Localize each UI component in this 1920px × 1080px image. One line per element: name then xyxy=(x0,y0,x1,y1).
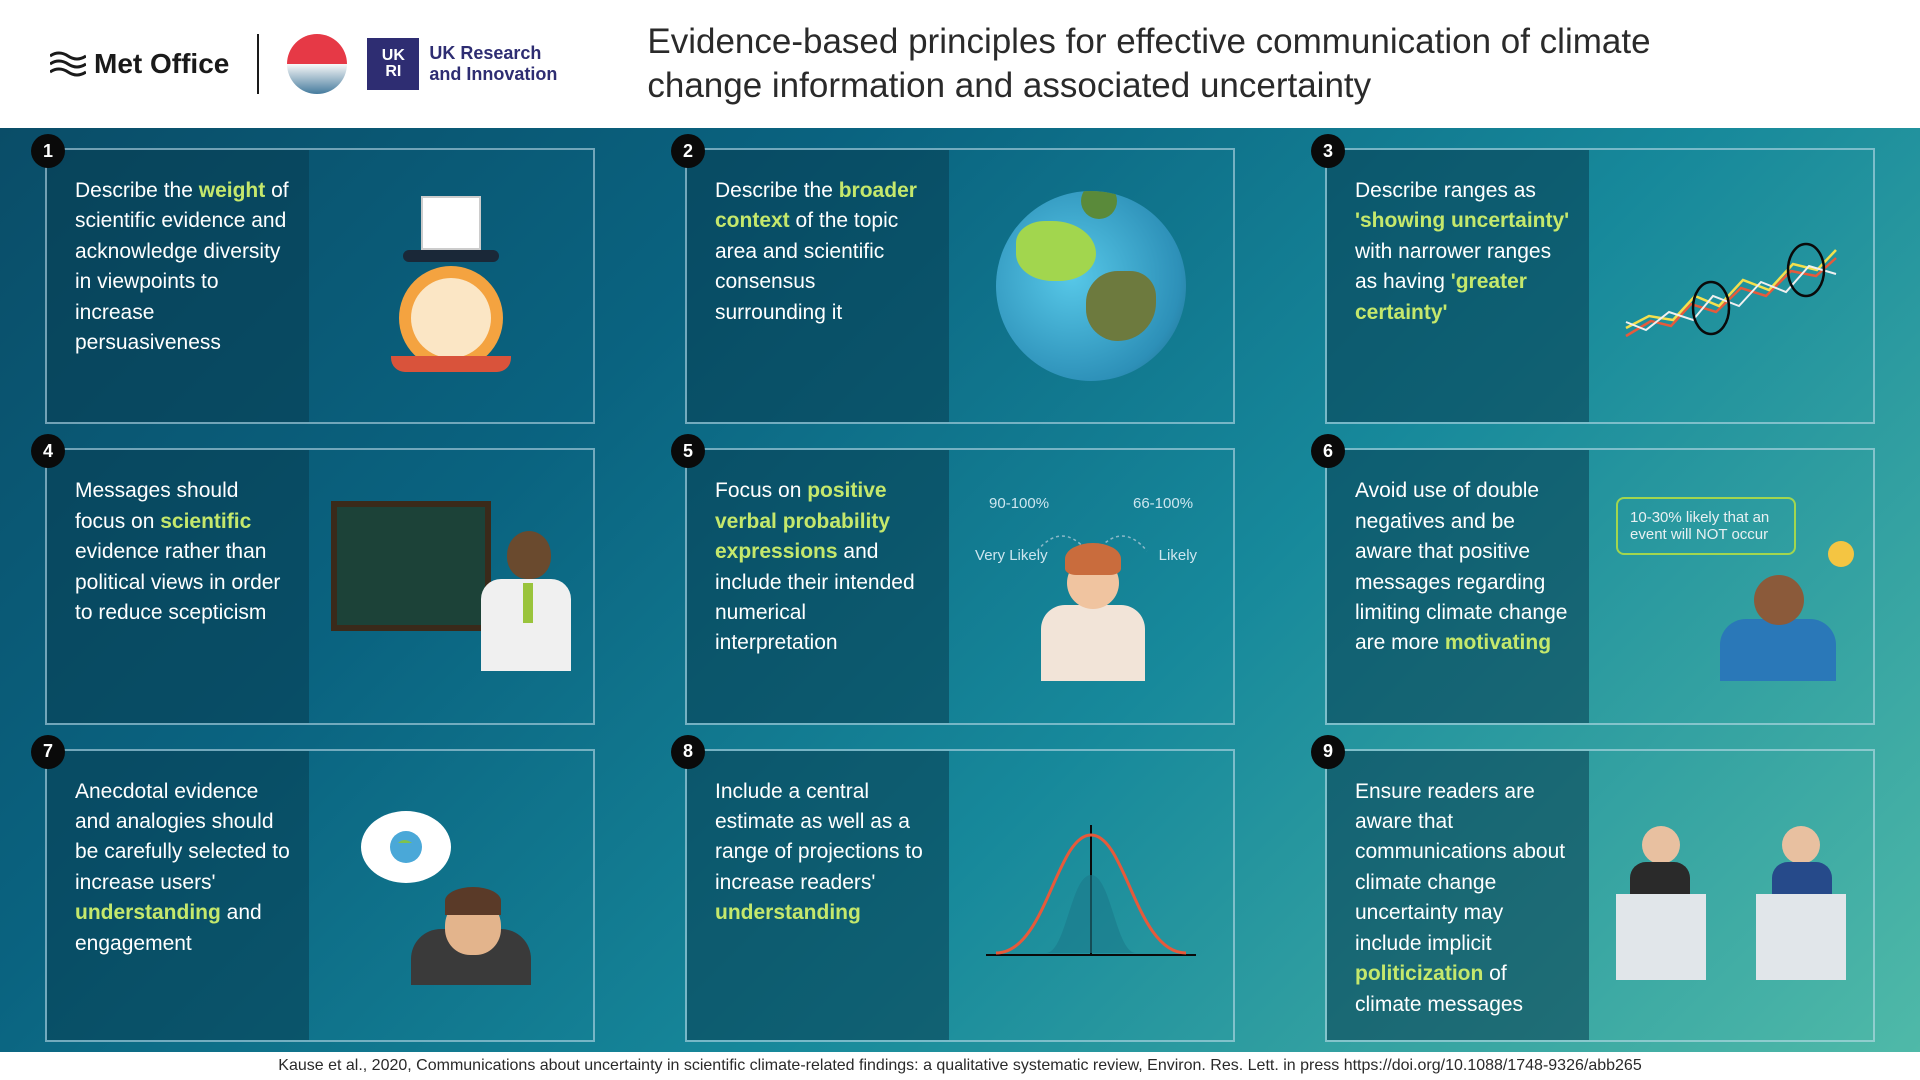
card-illustration xyxy=(1589,150,1873,422)
principle-card-2: 2 Describe the broader context of the to… xyxy=(685,148,1235,424)
card-number: 8 xyxy=(671,735,705,769)
card-text: Describe the weight of scientific eviden… xyxy=(47,150,309,422)
climate-programme-logo xyxy=(287,34,347,94)
uncertainty-chart-icon xyxy=(1621,216,1841,356)
thinker-icon xyxy=(331,805,571,985)
card-illustration xyxy=(309,751,593,1041)
page-title: Evidence-based principles for effective … xyxy=(647,20,1747,108)
principle-card-5: 5 Focus on positive verbal probability e… xyxy=(685,448,1235,724)
card-text: Include a central estimate as well as a … xyxy=(687,751,949,1041)
card-number: 1 xyxy=(31,134,65,168)
card-illustration: 90-100% 66-100% Very Likely Likely xyxy=(949,450,1233,722)
header: Met Office UKRI UK Research and Innovati… xyxy=(0,0,1920,128)
card-illustration xyxy=(309,150,593,422)
card-text: Describe ranges as 'showing uncertainty'… xyxy=(1327,150,1589,422)
card-number: 4 xyxy=(31,434,65,468)
citation-footer: Kause et al., 2020, Communications about… xyxy=(0,1052,1920,1080)
podium-icon xyxy=(1606,810,1856,980)
speaker-icon: 10-30% likely that an event will NOT occ… xyxy=(1606,491,1856,681)
card-text: Messages should focus on scientific evid… xyxy=(47,450,309,722)
principle-card-4: 4 Messages should focus on scientific ev… xyxy=(45,448,595,724)
probability-icon: 90-100% 66-100% Very Likely Likely xyxy=(971,491,1211,681)
card-illustration xyxy=(309,450,593,722)
card-illustration xyxy=(1589,751,1873,1041)
principle-card-9: 9 Ensure readers are aware that communic… xyxy=(1325,749,1875,1043)
card-text: Focus on positive verbal probability exp… xyxy=(687,450,949,722)
globe-icon xyxy=(996,191,1186,381)
principle-card-3: 3 Describe ranges as 'showing uncertaint… xyxy=(1325,148,1875,424)
card-text: Ensure readers are aware that communicat… xyxy=(1327,751,1589,1041)
card-number: 6 xyxy=(1311,434,1345,468)
principle-card-7: 7 Anecdotal evidence and analogies shoul… xyxy=(45,749,595,1043)
card-number: 2 xyxy=(671,134,705,168)
principle-card-6: 6 Avoid use of double negatives and be a… xyxy=(1325,448,1875,724)
ukri-text: UK Research and Innovation xyxy=(429,43,557,84)
bell-curve-icon xyxy=(976,815,1206,975)
waves-icon xyxy=(50,50,86,78)
principle-card-8: 8 Include a central estimate as well as … xyxy=(685,749,1235,1043)
ukri-box: UKRI xyxy=(367,38,419,90)
principle-card-1: 1 Describe the weight of scientific evid… xyxy=(45,148,595,424)
teacher-icon xyxy=(331,501,571,671)
logo-divider xyxy=(257,34,259,94)
card-text: Describe the broader context of the topi… xyxy=(687,150,949,422)
card-illustration xyxy=(949,751,1233,1041)
ukri-logo: UKRI UK Research and Innovation xyxy=(367,38,557,90)
card-number: 7 xyxy=(31,735,65,769)
scale-icon xyxy=(381,206,521,366)
card-number: 5 xyxy=(671,434,705,468)
met-office-logo: Met Office xyxy=(50,48,229,80)
met-office-text: Met Office xyxy=(94,48,229,80)
card-text: Anecdotal evidence and analogies should … xyxy=(47,751,309,1041)
card-illustration: 10-30% likely that an event will NOT occ… xyxy=(1589,450,1873,722)
card-number: 9 xyxy=(1311,735,1345,769)
logo-group: Met Office UKRI UK Research and Innovati… xyxy=(50,34,557,94)
card-number: 3 xyxy=(1311,134,1345,168)
card-text: Avoid use of double negatives and be awa… xyxy=(1327,450,1589,722)
card-illustration xyxy=(949,150,1233,422)
card-grid: 1 Describe the weight of scientific evid… xyxy=(0,128,1920,1052)
